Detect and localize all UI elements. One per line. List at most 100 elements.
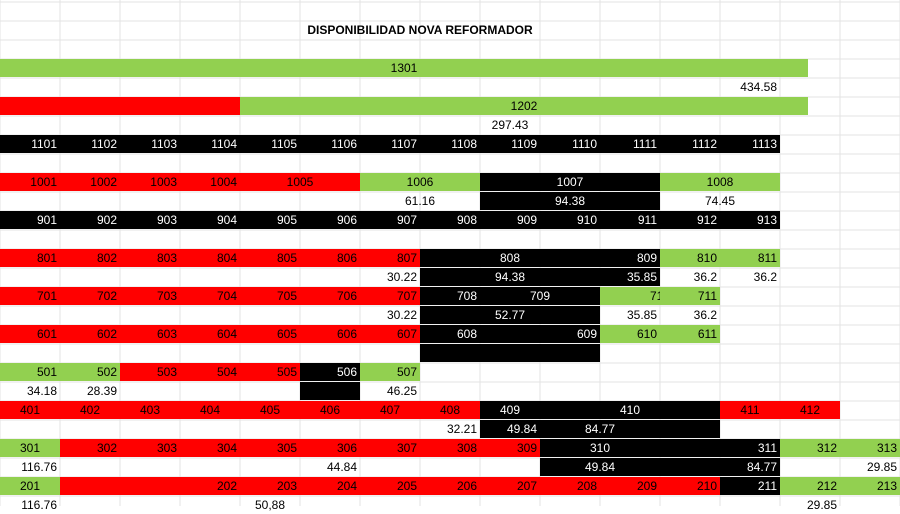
value-807[interactable]: 30.22 xyxy=(386,270,417,284)
unit-310[interactable]: 310 xyxy=(540,439,660,457)
unit-309[interactable]: 309 xyxy=(480,439,540,457)
unit-303[interactable]: 303 xyxy=(120,439,180,457)
unit-407[interactable]: 407 xyxy=(360,401,420,419)
unit-1002[interactable]: 1002 xyxy=(60,173,120,191)
unit-803[interactable]: 803 xyxy=(120,249,180,267)
unit-1104[interactable]: 1104 xyxy=(180,135,240,153)
unit-802[interactable]: 802 xyxy=(60,249,120,267)
unit-603[interactable]: 603 xyxy=(120,325,180,343)
unit-1005[interactable]: 1005 xyxy=(240,173,360,191)
unit-312[interactable]: 312 xyxy=(780,439,840,457)
value-313[interactable]: 29.85 xyxy=(866,460,897,474)
unit-210[interactable]: 210 xyxy=(660,477,720,495)
unit-202[interactable]: 202 xyxy=(180,477,240,495)
unit-808[interactable]: 808 xyxy=(420,249,600,267)
value-301[interactable]: 116.76 xyxy=(21,460,57,474)
unit-207[interactable]: 207 xyxy=(480,477,540,495)
unit-502[interactable]: 502 xyxy=(60,363,120,381)
unit-212[interactable]: 212 xyxy=(780,477,840,495)
unit-408[interactable]: 408 xyxy=(420,401,480,419)
unit-1110[interactable]: 1110 xyxy=(540,135,600,153)
unit-412[interactable]: 412 xyxy=(780,401,840,419)
unit-1202[interactable]: 1202 xyxy=(240,97,808,115)
unit-1006[interactable]: 1006 xyxy=(360,173,480,191)
unit-806[interactable]: 806 xyxy=(300,249,360,267)
value-809[interactable]: 35.85 xyxy=(600,268,660,286)
unit-704[interactable]: 704 xyxy=(180,287,240,305)
unit-1106[interactable]: 1106 xyxy=(300,135,360,153)
value-502[interactable]: 28.39 xyxy=(86,384,117,398)
unit-610[interactable]: 610 xyxy=(600,325,660,343)
unit-403[interactable]: 403 xyxy=(120,401,180,419)
unit-708[interactable]: 708 xyxy=(420,287,480,305)
unit-902[interactable]: 902 xyxy=(60,211,120,229)
unit-804[interactable]: 804 xyxy=(180,249,240,267)
value-409[interactable]: 49.84 xyxy=(480,420,540,438)
unit-304[interactable]: 304 xyxy=(180,439,240,457)
unit-209[interactable]: 209 xyxy=(600,477,660,495)
unit-606[interactable]: 606 xyxy=(300,325,360,343)
value-1202[interactable]: 297.43 xyxy=(491,118,529,132)
value-710[interactable]: 35.85 xyxy=(626,308,657,322)
unit-1112[interactable]: 1112 xyxy=(660,135,720,153)
value-410[interactable]: 84.77 xyxy=(540,420,660,438)
unit-607[interactable]: 607 xyxy=(360,325,420,343)
unit-506[interactable]: 506 xyxy=(300,363,360,381)
value-709[interactable]: 52.77 xyxy=(420,306,600,324)
unit-307[interactable]: 307 xyxy=(360,439,420,457)
unit-1007[interactable]: 1007 xyxy=(480,173,660,191)
unit-1004[interactable]: 1004 xyxy=(180,173,240,191)
unit-602[interactable]: 602 xyxy=(60,325,120,343)
unit-604[interactable]: 604 xyxy=(180,325,240,343)
unit-605[interactable]: 605 xyxy=(240,325,300,343)
unit-406[interactable]: 406 xyxy=(300,401,360,419)
unit-1108[interactable]: 1108 xyxy=(420,135,480,153)
unit-1113[interactable]: 1113 xyxy=(720,135,780,153)
unit-410[interactable]: 410 xyxy=(540,401,720,419)
unit-411[interactable]: 411 xyxy=(720,401,780,419)
unit-1102[interactable]: 1102 xyxy=(60,135,120,153)
value-811[interactable]: 36.2 xyxy=(753,270,777,284)
unit-705[interactable]: 705 xyxy=(240,287,300,305)
unit-404[interactable]: 404 xyxy=(180,401,240,419)
unit-204[interactable]: 204 xyxy=(300,477,360,495)
unit-701[interactable]: 701 xyxy=(0,287,60,305)
value-408[interactable]: 32.21 xyxy=(446,422,477,436)
unit-608[interactable]: 608 xyxy=(420,325,480,343)
unit-401[interactable]: 401 xyxy=(0,401,60,419)
unit-809[interactable]: 809 xyxy=(600,249,660,267)
value-1008[interactable]: 74.45 xyxy=(704,194,736,208)
value-306[interactable]: 44.84 xyxy=(326,460,357,474)
value-1007[interactable]: 94.38 xyxy=(554,194,586,208)
unit-305[interactable]: 305 xyxy=(240,439,300,457)
value-310[interactable]: 49.84 xyxy=(540,458,660,476)
unit-703[interactable]: 703 xyxy=(120,287,180,305)
unit-301[interactable]: 301 xyxy=(0,439,60,457)
unit-213[interactable]: 213 xyxy=(840,477,900,495)
unit-507[interactable]: 507 xyxy=(360,363,420,381)
unit-1301[interactable]: 1301 xyxy=(0,59,808,77)
unit-912[interactable]: 912 xyxy=(660,211,720,229)
unit-405[interactable]: 405 xyxy=(240,401,300,419)
unit-601[interactable]: 601 xyxy=(0,325,60,343)
unit-308[interactable]: 308 xyxy=(420,439,480,457)
unit-801[interactable]: 801 xyxy=(0,249,60,267)
value-311[interactable]: 84.77 xyxy=(720,458,780,476)
value-711[interactable]: 36.2 xyxy=(693,308,717,322)
unit-807[interactable]: 807 xyxy=(360,249,420,267)
unit-706[interactable]: 706 xyxy=(300,287,360,305)
unit-909[interactable]: 909 xyxy=(480,211,540,229)
unit-504[interactable]: 504 xyxy=(180,363,240,381)
unit-201[interactable]: 201 xyxy=(0,477,60,495)
unit-1111[interactable]: 1111 xyxy=(600,135,660,153)
unit-503[interactable]: 503 xyxy=(120,363,180,381)
unit-903[interactable]: 903 xyxy=(120,211,180,229)
unit-1001[interactable]: 1001 xyxy=(0,173,60,191)
unit-913[interactable]: 913 xyxy=(720,211,780,229)
value-707[interactable]: 30.22 xyxy=(386,308,417,322)
unit-306[interactable]: 306 xyxy=(300,439,360,457)
unit-1109[interactable]: 1109 xyxy=(480,135,540,153)
unit-206[interactable]: 206 xyxy=(420,477,480,495)
unit-904[interactable]: 904 xyxy=(180,211,240,229)
unit-1103[interactable]: 1103 xyxy=(120,135,180,153)
